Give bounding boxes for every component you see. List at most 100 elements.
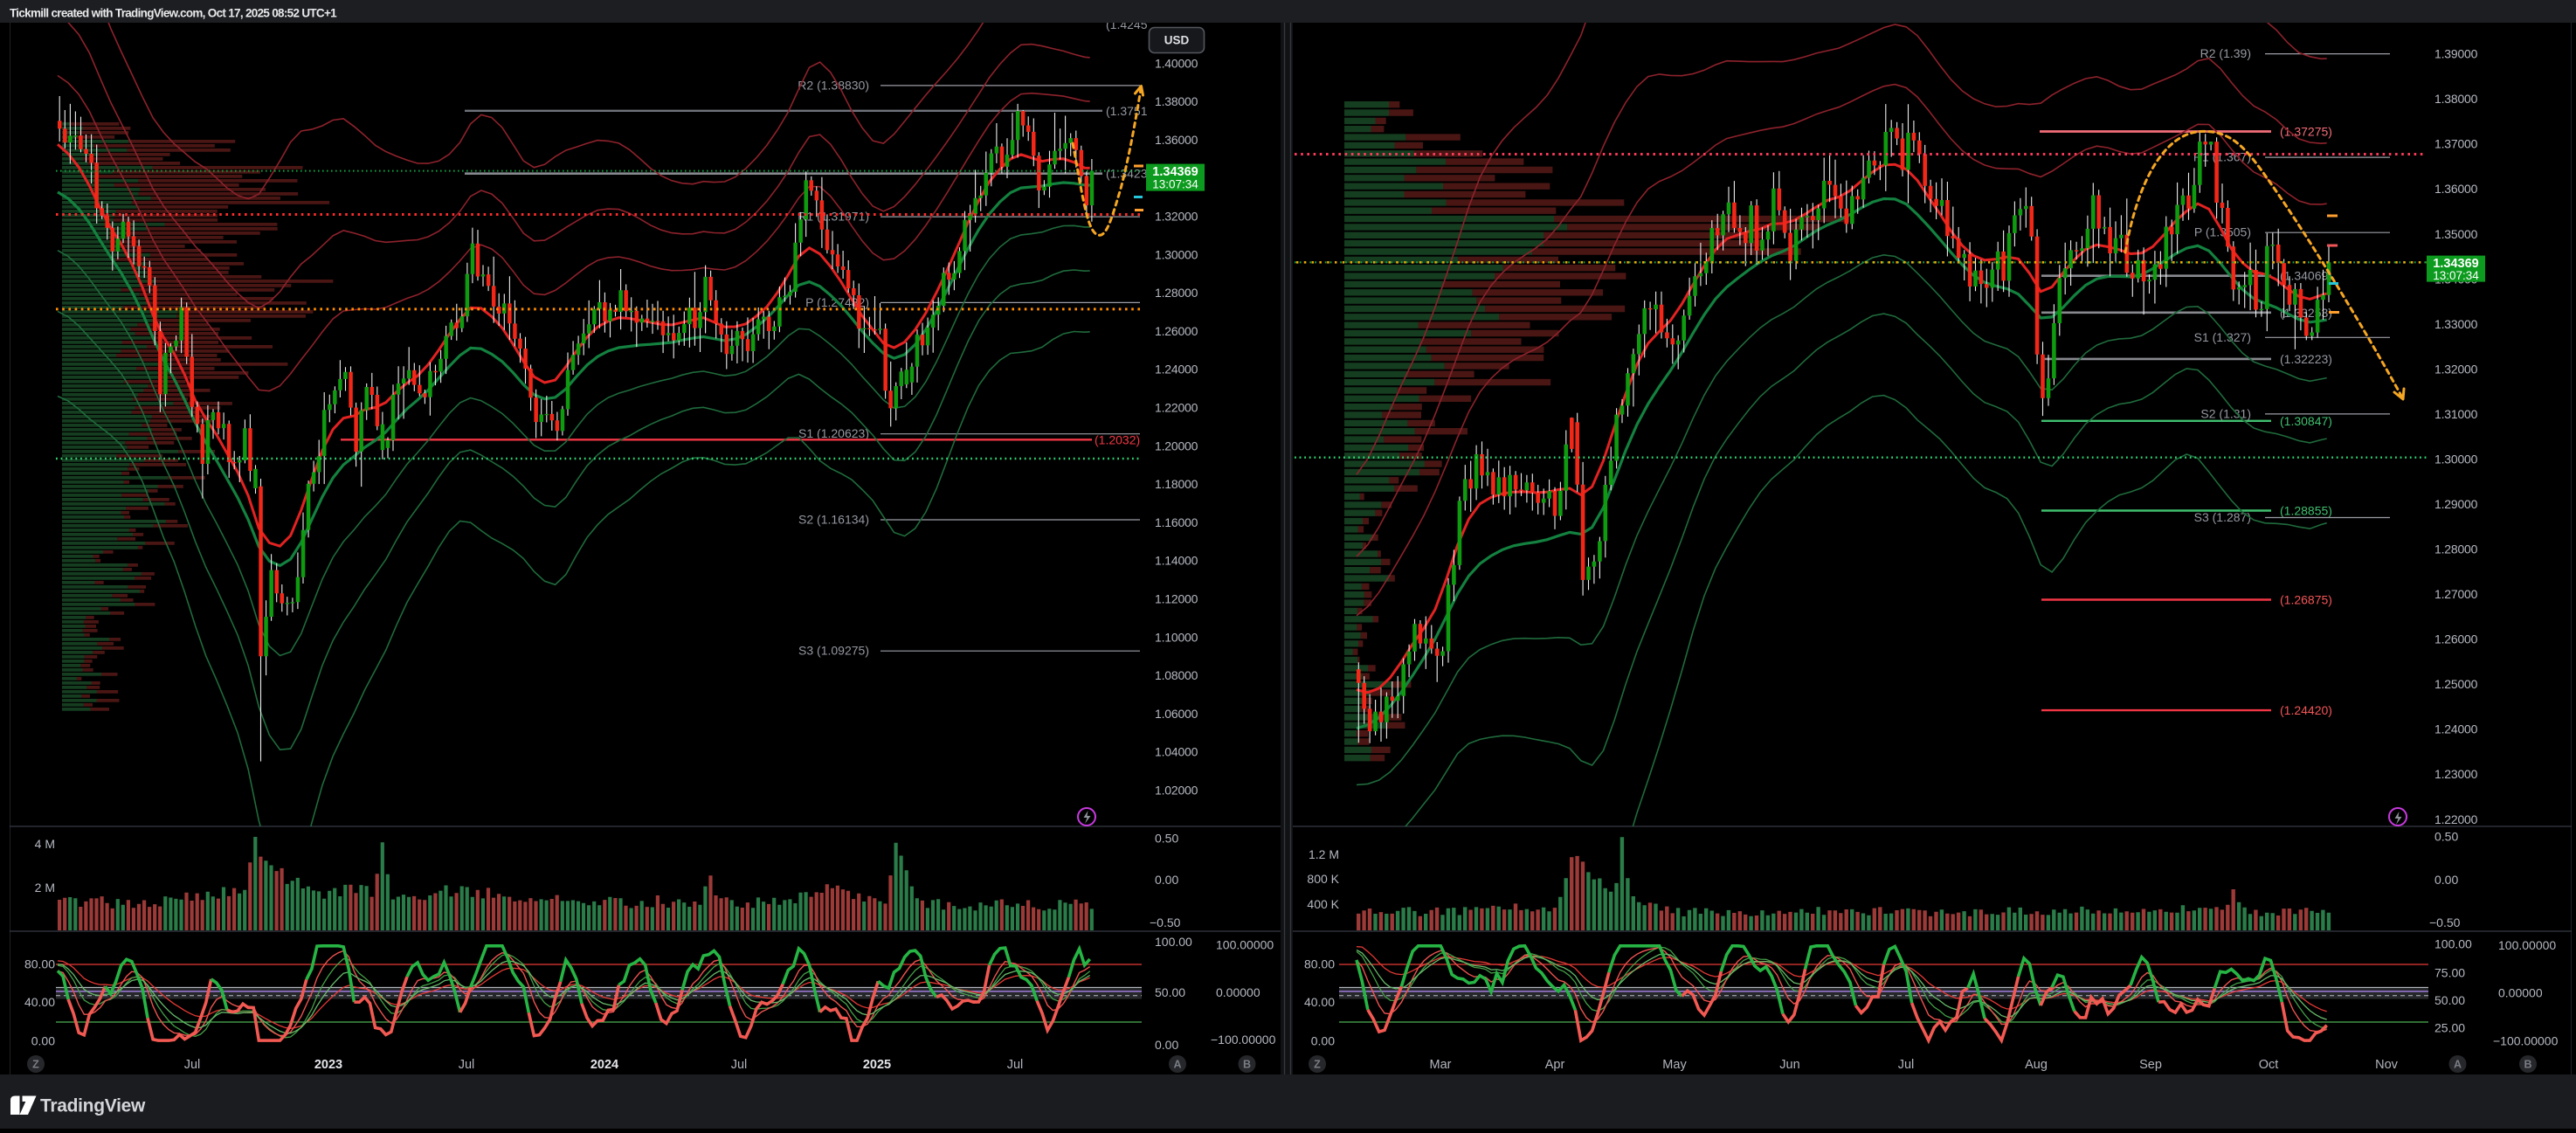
svg-text:−0.50: −0.50 xyxy=(2429,915,2461,929)
svg-text:May: May xyxy=(1662,1058,1687,1072)
svg-text:Z: Z xyxy=(1314,1059,1321,1071)
svg-text:1.31000: 1.31000 xyxy=(2434,407,2478,421)
svg-text:25.00: 25.00 xyxy=(2434,1021,2465,1035)
svg-text:Jul: Jul xyxy=(184,1058,201,1072)
svg-text:−100.00000: −100.00000 xyxy=(1211,1033,1276,1047)
svg-text:S1 (1.327): S1 (1.327) xyxy=(2194,330,2251,344)
svg-text:(1.26875): (1.26875) xyxy=(2280,593,2332,607)
svg-text:−100.00000: −100.00000 xyxy=(2493,1034,2559,1048)
svg-text:S3 (1.09275): S3 (1.09275) xyxy=(798,644,869,658)
svg-text:(1.24420): (1.24420) xyxy=(2280,703,2332,717)
svg-text:1.22000: 1.22000 xyxy=(2434,812,2478,826)
svg-text:1.22000: 1.22000 xyxy=(1155,401,1198,415)
svg-text:1.34369: 1.34369 xyxy=(1152,165,1198,179)
svg-text:2 M: 2 M xyxy=(35,881,55,895)
svg-text:80.00: 80.00 xyxy=(24,957,55,971)
svg-text:1.26000: 1.26000 xyxy=(2434,632,2478,646)
svg-text:Nov: Nov xyxy=(2375,1058,2399,1072)
svg-text:(1.30847): (1.30847) xyxy=(2280,414,2332,428)
svg-text:1.06000: 1.06000 xyxy=(1155,707,1198,721)
svg-text:R2 (1.39): R2 (1.39) xyxy=(2200,46,2251,60)
svg-text:0.00: 0.00 xyxy=(2434,873,2458,887)
svg-text:0.00: 0.00 xyxy=(1155,1038,1178,1052)
svg-text:4 M: 4 M xyxy=(35,837,55,851)
svg-text:(1.34069): (1.34069) xyxy=(2280,269,2332,283)
svg-text:2025: 2025 xyxy=(863,1058,891,1072)
svg-text:2024: 2024 xyxy=(590,1058,618,1072)
svg-text:1.38000: 1.38000 xyxy=(1155,94,1198,108)
svg-text:1.26000: 1.26000 xyxy=(1155,324,1198,338)
svg-text:1.04000: 1.04000 xyxy=(1155,745,1198,759)
svg-text:1.14000: 1.14000 xyxy=(1155,554,1198,568)
svg-text:1.2 M: 1.2 M xyxy=(1309,847,1339,861)
svg-text:1.25000: 1.25000 xyxy=(2434,677,2478,691)
svg-text:0.00000: 0.00000 xyxy=(2498,986,2543,1000)
svg-text:100.00000: 100.00000 xyxy=(1216,938,1274,952)
svg-text:1.12000: 1.12000 xyxy=(1155,592,1198,606)
svg-text:Tickmill created with TradingV: Tickmill created with TradingView.com, O… xyxy=(10,7,337,20)
svg-text:S3 (1.287): S3 (1.287) xyxy=(2194,510,2251,524)
svg-text:A: A xyxy=(1173,1059,1181,1071)
svg-text:1.30000: 1.30000 xyxy=(2434,453,2478,466)
svg-text:1.33000: 1.33000 xyxy=(2434,317,2478,331)
svg-text:75.00: 75.00 xyxy=(2434,966,2465,980)
svg-text:1.34369: 1.34369 xyxy=(2433,257,2478,271)
svg-text:(1.37275): (1.37275) xyxy=(2280,125,2332,139)
svg-text:1.08000: 1.08000 xyxy=(1155,668,1198,682)
svg-text:R2 (1.38830): R2 (1.38830) xyxy=(798,78,869,92)
svg-text:1.35000: 1.35000 xyxy=(2434,227,2478,241)
svg-text:0.00: 0.00 xyxy=(1311,1034,1335,1048)
svg-text:0.00: 0.00 xyxy=(1155,873,1178,887)
svg-text:1.10000: 1.10000 xyxy=(1155,630,1198,644)
svg-text:Jul: Jul xyxy=(1007,1058,1024,1072)
svg-text:50.00: 50.00 xyxy=(1155,985,1185,999)
svg-text:Z: Z xyxy=(32,1059,39,1071)
svg-text:1.28000: 1.28000 xyxy=(1155,286,1198,300)
svg-text:1.23000: 1.23000 xyxy=(2434,767,2478,781)
svg-text:1.24000: 1.24000 xyxy=(1155,363,1198,377)
svg-text:100.00000: 100.00000 xyxy=(2498,938,2556,952)
svg-text:A: A xyxy=(2454,1059,2462,1071)
svg-text:TradingView: TradingView xyxy=(40,1096,146,1116)
svg-text:1.38000: 1.38000 xyxy=(2434,92,2478,106)
svg-text:40.00: 40.00 xyxy=(24,995,55,1009)
svg-text:USD: USD xyxy=(1164,34,1190,47)
svg-text:Jul: Jul xyxy=(731,1058,748,1072)
svg-text:(1.2032): (1.2032) xyxy=(1095,432,1140,446)
svg-text:(1.3751: (1.3751 xyxy=(1106,104,1148,118)
svg-text:S2 (1.31): S2 (1.31) xyxy=(2200,406,2251,420)
svg-text:80.00: 80.00 xyxy=(1304,957,1335,971)
svg-text:50.00: 50.00 xyxy=(2434,993,2465,1007)
svg-text:0.50: 0.50 xyxy=(1155,832,1178,846)
svg-text:400 K: 400 K xyxy=(1307,897,1339,911)
svg-text:Aug: Aug xyxy=(2025,1058,2048,1072)
svg-text:800 K: 800 K xyxy=(1307,872,1339,886)
svg-text:1.36000: 1.36000 xyxy=(1155,133,1198,147)
svg-text:(1.28855): (1.28855) xyxy=(2280,504,2332,518)
svg-text:1.18000: 1.18000 xyxy=(1155,477,1198,491)
svg-text:13:07:34: 13:07:34 xyxy=(1152,178,1198,191)
svg-text:0.00: 0.00 xyxy=(31,1034,55,1048)
svg-text:B: B xyxy=(1243,1059,1251,1071)
svg-text:100.00: 100.00 xyxy=(2434,937,2472,951)
svg-text:Jul: Jul xyxy=(459,1058,475,1072)
svg-text:1.02000: 1.02000 xyxy=(1155,784,1198,798)
svg-text:Mar: Mar xyxy=(1430,1058,1452,1072)
svg-text:1.24000: 1.24000 xyxy=(2434,722,2478,736)
svg-text:1.32000: 1.32000 xyxy=(2434,362,2478,376)
svg-text:Oct: Oct xyxy=(2259,1058,2279,1072)
svg-text:1.37000: 1.37000 xyxy=(2434,137,2478,151)
svg-text:Jul: Jul xyxy=(1898,1058,1915,1072)
svg-text:R1 (1.31971): R1 (1.31971) xyxy=(798,210,869,224)
svg-text:1.30000: 1.30000 xyxy=(1155,247,1198,261)
svg-text:1.20000: 1.20000 xyxy=(1155,439,1198,453)
svg-text:(1.32223): (1.32223) xyxy=(2280,352,2332,366)
svg-text:40.00: 40.00 xyxy=(1304,995,1335,1009)
svg-text:0.50: 0.50 xyxy=(2434,830,2458,844)
svg-text:1.32000: 1.32000 xyxy=(1155,210,1198,224)
svg-text:S2 (1.16134): S2 (1.16134) xyxy=(798,513,869,527)
svg-text:Sep: Sep xyxy=(2139,1058,2162,1072)
svg-text:100.00: 100.00 xyxy=(1155,935,1192,949)
svg-text:B: B xyxy=(2524,1059,2531,1071)
svg-text:1.16000: 1.16000 xyxy=(1155,515,1198,529)
